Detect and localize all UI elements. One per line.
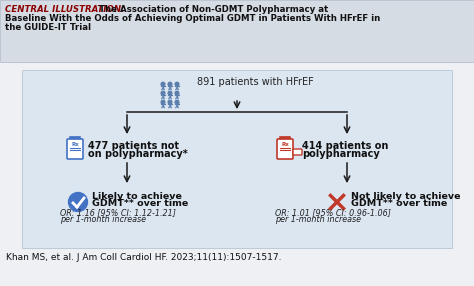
Text: on polypharmacy*: on polypharmacy*: [88, 149, 188, 159]
Circle shape: [168, 100, 172, 104]
Text: CENTRAL ILLUSTRATION:: CENTRAL ILLUSTRATION:: [5, 5, 125, 14]
Text: Rx: Rx: [71, 142, 79, 146]
Text: 477 patients not: 477 patients not: [88, 141, 179, 151]
Circle shape: [168, 91, 172, 95]
Text: Not likely to achieve: Not likely to achieve: [351, 192, 461, 201]
Text: 414 patients on: 414 patients on: [302, 141, 388, 151]
Text: Baseline With the Odds of Achieving Optimal GDMT in Patients With HFrEF in: Baseline With the Odds of Achieving Opti…: [5, 14, 380, 23]
Text: GDMT** over time: GDMT** over time: [351, 199, 447, 208]
Text: OR: 1.01 [95% CI: 0.96-1.06]: OR: 1.01 [95% CI: 0.96-1.06]: [275, 208, 391, 217]
Text: 891 patients with HFrEF: 891 patients with HFrEF: [197, 77, 314, 87]
Bar: [0, 0, 474, 62]
Circle shape: [175, 100, 179, 104]
Text: GDMT** over time: GDMT** over time: [92, 199, 188, 208]
Text: Khan MS, et al. J Am Coll Cardiol HF. 2023;11(11):1507-1517.: Khan MS, et al. J Am Coll Cardiol HF. 20…: [6, 253, 282, 262]
Text: polypharmacy: polypharmacy: [302, 149, 380, 159]
Circle shape: [175, 91, 179, 95]
Text: Rx: Rx: [281, 142, 289, 146]
Circle shape: [175, 82, 179, 86]
Text: The Association of Non-GDMT Polypharmacy at: The Association of Non-GDMT Polypharmacy…: [96, 5, 328, 14]
Text: Likely to achieve: Likely to achieve: [92, 192, 182, 201]
FancyBboxPatch shape: [293, 149, 302, 155]
Text: per 1-month increase: per 1-month increase: [275, 215, 361, 224]
Circle shape: [161, 91, 165, 95]
FancyBboxPatch shape: [277, 139, 293, 159]
Text: per 1-month increase: per 1-month increase: [60, 215, 146, 224]
Text: OR: 1.16 [95% CI: 1.12-1.21]: OR: 1.16 [95% CI: 1.12-1.21]: [60, 208, 176, 217]
Text: the GUIDE-IT Trial: the GUIDE-IT Trial: [5, 23, 91, 32]
FancyBboxPatch shape: [70, 136, 81, 142]
Circle shape: [161, 100, 165, 104]
Circle shape: [69, 192, 88, 212]
FancyBboxPatch shape: [22, 70, 452, 248]
Circle shape: [168, 82, 172, 86]
FancyBboxPatch shape: [280, 136, 291, 142]
FancyBboxPatch shape: [67, 139, 83, 159]
Circle shape: [161, 82, 165, 86]
